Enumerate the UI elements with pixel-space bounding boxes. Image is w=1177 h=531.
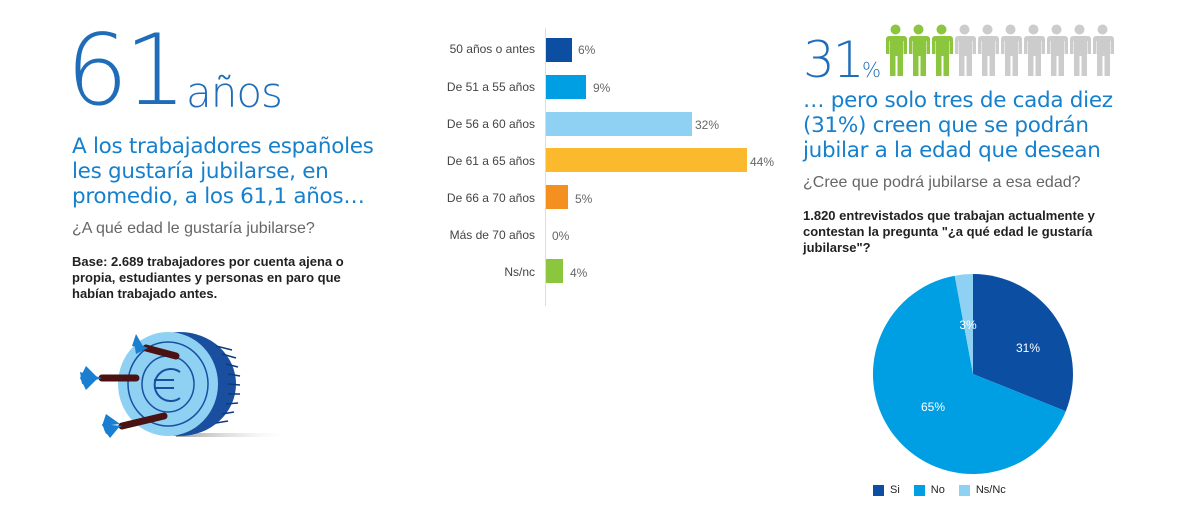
right-base-note: 1.820 entrevistados que trabajan actualm… xyxy=(803,208,1095,255)
bar-61-65 xyxy=(546,148,747,172)
person-icon xyxy=(955,24,976,76)
pie-slice-si xyxy=(973,274,1073,412)
bar-value: 44% xyxy=(750,155,775,169)
left-headline: A los trabajadores españoles les gustarí… xyxy=(72,134,374,209)
bar-value: 32% xyxy=(695,118,720,132)
bar-label: Ns/nc xyxy=(504,265,535,279)
legend-swatch xyxy=(913,484,925,496)
legend-item-si: Si xyxy=(873,484,900,496)
bar-ns-nc xyxy=(546,259,563,283)
person-icon xyxy=(978,24,999,76)
left-base-note: Base: 2.689 trabajadores por cuenta ajen… xyxy=(72,254,344,301)
average-age-unit: años xyxy=(186,68,283,117)
bar-value: 4% xyxy=(570,266,588,280)
euro-coin-with-darts-icon xyxy=(76,326,286,451)
person-icon xyxy=(1093,24,1114,76)
bar-value: 0% xyxy=(552,229,570,243)
person-icon-highlighted xyxy=(932,24,953,76)
person-icon xyxy=(1070,24,1091,76)
pie-slice-nsnc xyxy=(954,274,973,374)
pie-label-nsnc: 3% xyxy=(959,318,977,332)
pie-slice-no xyxy=(872,275,1066,475)
legend-item-no: No xyxy=(913,484,945,496)
bar-label: De 66 a 70 años xyxy=(446,191,535,205)
legend-swatch xyxy=(958,484,970,496)
percent-sign: % xyxy=(862,58,882,82)
right-headline: … pero solo tres de cada diez (31%) cree… xyxy=(803,88,1113,163)
people-pictogram xyxy=(884,24,1114,76)
right-question: ¿Cree que podrá jubilarse a esa edad? xyxy=(803,174,1081,191)
bar-label: Más de 70 años xyxy=(449,228,535,242)
person-icon xyxy=(1001,24,1022,76)
percent-number: 31 xyxy=(803,31,865,89)
person-icon xyxy=(1047,24,1068,76)
pie-chart: 31% 65% 3% xyxy=(872,273,1074,480)
bar-chart-axis xyxy=(545,28,546,306)
legend-item-nsnc: Ns/Nc xyxy=(958,484,1006,496)
left-question: ¿A qué edad le gustaría jubilarse? xyxy=(72,220,315,237)
bar-56-60 xyxy=(546,112,692,136)
pie-label-si: 31% xyxy=(1016,341,1040,355)
bar-value: 9% xyxy=(593,81,611,95)
bar-51-55 xyxy=(546,75,586,99)
bar-label: De 56 a 60 años xyxy=(446,117,535,131)
bar-50-or-earlier xyxy=(546,38,572,62)
bar-value: 5% xyxy=(575,192,593,206)
person-icon xyxy=(1024,24,1045,76)
legend-swatch xyxy=(873,484,884,496)
bar-label: De 61 a 65 años xyxy=(446,154,535,168)
average-age-number: 61 xyxy=(66,14,187,128)
pie-legend: Si No Ns/Nc xyxy=(873,484,1020,496)
bar-value: 6% xyxy=(578,43,596,57)
bar-66-70 xyxy=(546,185,568,209)
bar-label: De 51 a 55 años xyxy=(446,80,535,94)
person-icon-highlighted xyxy=(886,24,907,76)
bar-label: 50 años o antes xyxy=(449,42,535,56)
person-icon-highlighted xyxy=(909,24,930,76)
pie-label-no: 65% xyxy=(921,400,945,414)
